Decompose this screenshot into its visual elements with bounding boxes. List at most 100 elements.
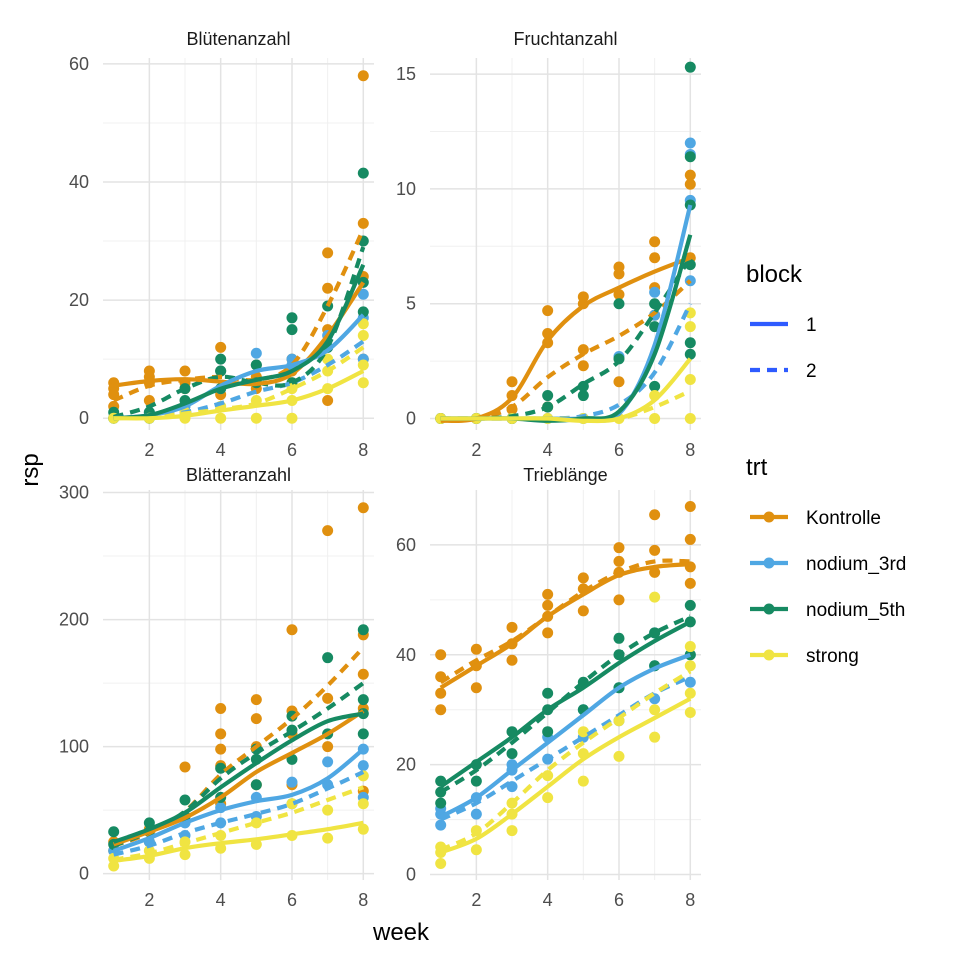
point-nodium-3rd bbox=[435, 819, 447, 831]
x-tick-label: 2 bbox=[471, 890, 481, 910]
point-strong bbox=[684, 413, 696, 425]
legend-trt-dot-strong bbox=[763, 649, 775, 661]
point-strong bbox=[435, 858, 447, 870]
point-kontrolle bbox=[577, 572, 589, 584]
facet-title-blaetteranzahl: Blätteranzahl bbox=[186, 465, 291, 485]
point-nodium-5th bbox=[684, 348, 696, 360]
x-tick-label: 8 bbox=[358, 440, 368, 460]
point-kontrolle bbox=[357, 502, 369, 514]
point-strong bbox=[684, 660, 696, 672]
point-kontrolle bbox=[506, 621, 518, 633]
point-strong bbox=[215, 412, 227, 424]
point-strong bbox=[577, 726, 589, 738]
point-nodium-3rd bbox=[357, 288, 369, 300]
point-nodium-5th bbox=[108, 826, 120, 838]
y-tick-label: 15 bbox=[396, 64, 416, 84]
point-kontrolle bbox=[179, 761, 191, 773]
point-strong bbox=[684, 687, 696, 699]
y-tick-label: 0 bbox=[406, 409, 416, 429]
line-strong-block1 bbox=[439, 696, 692, 855]
point-kontrolle bbox=[435, 704, 447, 716]
point-kontrolle bbox=[542, 305, 554, 317]
point-kontrolle bbox=[613, 542, 625, 554]
line-nodium-5th-block1 bbox=[439, 619, 692, 789]
point-kontrolle bbox=[684, 577, 696, 589]
point-strong bbox=[179, 849, 191, 861]
point-kontrolle bbox=[215, 728, 227, 740]
x-tick-label: 8 bbox=[685, 440, 695, 460]
y-tick-label: 40 bbox=[69, 172, 89, 192]
point-kontrolle bbox=[613, 555, 625, 567]
y-tick-label: 0 bbox=[79, 864, 89, 884]
panel-blaetteranzahl: 2 4 6 8 0 100 200 300 Blätteranzahl bbox=[59, 465, 374, 910]
x-tick-label: 2 bbox=[144, 440, 154, 460]
point-nodium-3rd bbox=[684, 676, 696, 688]
point-nodium-3rd bbox=[470, 808, 482, 820]
x-tick-label: 4 bbox=[543, 890, 553, 910]
point-strong bbox=[108, 860, 120, 872]
point-nodium-3rd bbox=[357, 760, 369, 772]
panel-fruchtanzahl: 2 4 6 8 0 5 10 15 Fruchtanzahl bbox=[396, 29, 701, 460]
y-axis-title: rsp bbox=[17, 453, 44, 486]
point-kontrolle bbox=[322, 741, 334, 753]
point-strong bbox=[542, 792, 554, 804]
point-kontrolle bbox=[215, 703, 227, 715]
y-tick-label: 20 bbox=[396, 755, 416, 775]
x-tick-label: 2 bbox=[144, 890, 154, 910]
point-nodium-5th bbox=[357, 306, 369, 318]
point-kontrolle bbox=[542, 627, 554, 639]
point-strong bbox=[649, 704, 661, 716]
point-kontrolle bbox=[577, 344, 589, 356]
point-nodium-3rd bbox=[649, 286, 661, 298]
point-kontrolle bbox=[649, 544, 661, 556]
point-nodium-5th bbox=[435, 797, 447, 809]
point-kontrolle bbox=[684, 169, 696, 181]
point-nodium-3rd bbox=[250, 347, 262, 359]
point-strong bbox=[357, 823, 369, 835]
point-kontrolle bbox=[542, 588, 554, 600]
legend-trt-dot-kontrolle bbox=[763, 511, 775, 523]
point-kontrolle bbox=[179, 365, 191, 377]
point-kontrolle bbox=[435, 649, 447, 661]
point-strong bbox=[684, 706, 696, 718]
point-kontrolle bbox=[286, 624, 298, 636]
point-nodium-5th bbox=[577, 390, 589, 402]
y-tick-label: 20 bbox=[69, 290, 89, 310]
legend-trt-label-strong: strong bbox=[806, 646, 859, 667]
line-strong-block2 bbox=[113, 785, 365, 862]
point-nodium-5th bbox=[250, 359, 262, 371]
legend-block-label-2: 2 bbox=[806, 361, 817, 382]
point-nodium-5th bbox=[542, 687, 554, 699]
point-nodium-5th bbox=[684, 599, 696, 611]
point-nodium-5th bbox=[357, 624, 369, 636]
point-strong bbox=[684, 373, 696, 385]
point-nodium-3rd bbox=[684, 137, 696, 149]
point-nodium-5th bbox=[322, 652, 334, 664]
point-nodium-5th bbox=[250, 779, 262, 791]
point-kontrolle bbox=[542, 599, 554, 611]
legend-block: block 1 2 bbox=[746, 261, 817, 382]
point-kontrolle bbox=[577, 605, 589, 617]
point-nodium-5th bbox=[542, 390, 554, 402]
point-strong bbox=[357, 359, 369, 371]
point-kontrolle bbox=[322, 282, 334, 294]
point-nodium-5th bbox=[286, 312, 298, 324]
line-nodium-5th-block1 bbox=[112, 711, 364, 844]
point-kontrolle bbox=[215, 743, 227, 755]
point-strong bbox=[684, 307, 696, 319]
point-nodium-5th bbox=[470, 775, 482, 787]
point-kontrolle bbox=[357, 70, 369, 82]
point-kontrolle bbox=[649, 252, 661, 264]
legend-block-label-1: 1 bbox=[806, 315, 817, 336]
point-kontrolle bbox=[435, 687, 447, 699]
x-tick-label: 4 bbox=[216, 440, 226, 460]
point-strong bbox=[649, 591, 661, 603]
facet-title-bluetenanzahl: Blütenanzahl bbox=[186, 29, 290, 49]
point-kontrolle bbox=[322, 692, 334, 704]
y-tick-label: 0 bbox=[406, 865, 416, 885]
point-strong bbox=[357, 330, 369, 342]
point-kontrolle bbox=[250, 713, 262, 725]
point-kontrolle bbox=[250, 694, 262, 706]
x-tick-label: 6 bbox=[287, 890, 297, 910]
